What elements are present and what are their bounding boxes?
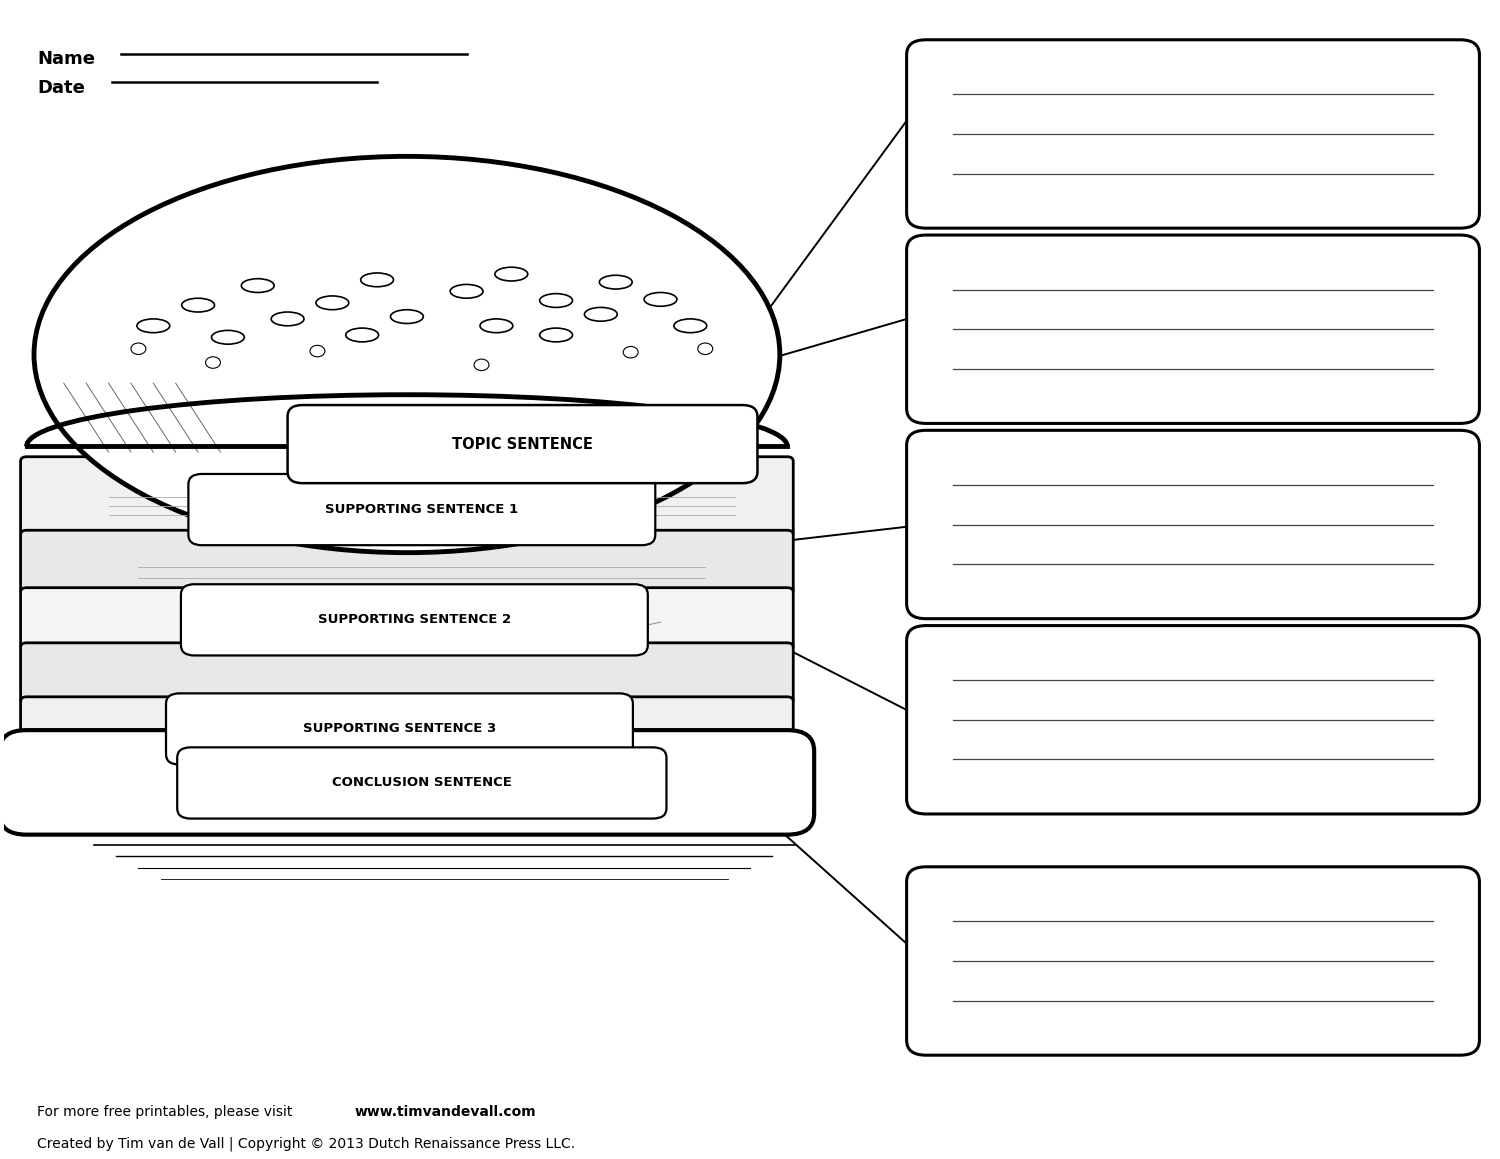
Circle shape <box>206 357 220 369</box>
FancyBboxPatch shape <box>21 531 794 595</box>
Ellipse shape <box>644 292 676 306</box>
FancyBboxPatch shape <box>177 748 666 818</box>
FancyBboxPatch shape <box>906 430 1479 619</box>
Ellipse shape <box>390 309 423 323</box>
Circle shape <box>474 359 489 371</box>
Ellipse shape <box>136 319 170 333</box>
Text: The Hamburger Paragraph: The Hamburger Paragraph <box>1068 50 1462 76</box>
FancyBboxPatch shape <box>906 867 1479 1055</box>
Ellipse shape <box>346 328 378 342</box>
Ellipse shape <box>242 278 274 292</box>
Text: www.timvandevall.com: www.timvandevall.com <box>354 1105 537 1118</box>
FancyBboxPatch shape <box>906 626 1479 814</box>
Text: Name: Name <box>38 50 94 68</box>
Circle shape <box>698 343 712 355</box>
FancyBboxPatch shape <box>0 730 815 834</box>
FancyBboxPatch shape <box>21 697 794 756</box>
Ellipse shape <box>540 328 573 342</box>
Text: For more free printables, please visit: For more free printables, please visit <box>38 1105 297 1118</box>
Ellipse shape <box>360 274 393 286</box>
Ellipse shape <box>182 298 214 312</box>
FancyBboxPatch shape <box>182 584 648 656</box>
Circle shape <box>310 345 326 357</box>
Ellipse shape <box>585 307 616 321</box>
Ellipse shape <box>495 268 528 280</box>
Text: SUPPORTING SENTENCE 3: SUPPORTING SENTENCE 3 <box>303 722 496 736</box>
Text: SUPPORTING SENTENCE 2: SUPPORTING SENTENCE 2 <box>318 613 512 626</box>
FancyBboxPatch shape <box>288 404 758 483</box>
FancyBboxPatch shape <box>906 39 1479 228</box>
Text: Created by Tim van de Vall | Copyright © 2013 Dutch Renaissance Press LLC.: Created by Tim van de Vall | Copyright ©… <box>38 1137 574 1151</box>
Text: SUPPORTING SENTENCE 1: SUPPORTING SENTENCE 1 <box>326 503 519 516</box>
FancyBboxPatch shape <box>189 474 656 545</box>
Ellipse shape <box>211 330 244 344</box>
Ellipse shape <box>272 312 304 326</box>
FancyBboxPatch shape <box>21 457 794 537</box>
Ellipse shape <box>450 284 483 298</box>
Ellipse shape <box>540 293 573 307</box>
FancyBboxPatch shape <box>166 693 633 765</box>
FancyBboxPatch shape <box>906 235 1479 423</box>
Ellipse shape <box>316 296 348 309</box>
Text: Date: Date <box>38 79 86 97</box>
Text: CONCLUSION SENTENCE: CONCLUSION SENTENCE <box>332 777 512 789</box>
Circle shape <box>622 347 638 358</box>
FancyBboxPatch shape <box>21 643 794 704</box>
Text: TOPIC SENTENCE: TOPIC SENTENCE <box>452 437 592 452</box>
FancyBboxPatch shape <box>21 588 794 650</box>
Ellipse shape <box>480 319 513 333</box>
Ellipse shape <box>674 319 706 333</box>
Ellipse shape <box>34 156 780 553</box>
Ellipse shape <box>600 275 632 289</box>
Circle shape <box>130 343 146 355</box>
